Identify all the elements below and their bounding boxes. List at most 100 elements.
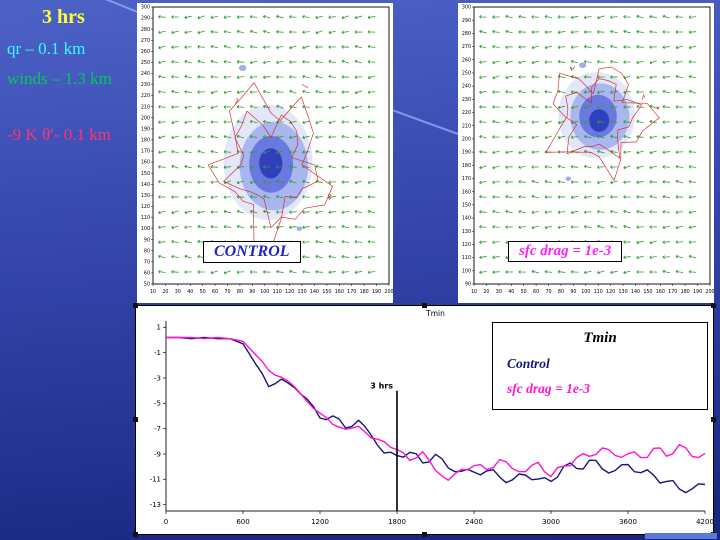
svg-text:270: 270 — [462, 44, 471, 50]
selection-handle[interactable] — [133, 417, 138, 422]
svg-text:200: 200 — [705, 289, 714, 295]
svg-text:220: 220 — [462, 110, 471, 116]
svg-text:190: 190 — [372, 289, 381, 295]
selection-handle[interactable] — [133, 532, 138, 537]
svg-text:70: 70 — [224, 289, 230, 295]
selection-handle[interactable] — [711, 303, 716, 308]
svg-text:190: 190 — [693, 289, 702, 295]
svg-text:130: 130 — [618, 289, 627, 295]
svg-text:70: 70 — [144, 259, 150, 265]
svg-text:140: 140 — [141, 182, 150, 188]
svg-text:1800: 1800 — [388, 518, 406, 526]
tmin-plot: Tmin 1 -1 -3 -5 -7 -9 -11 -13 0 600 1200 1800 2400 300… — [150, 309, 714, 526]
svg-text:Tmin: Tmin — [425, 309, 445, 318]
svg-text:130: 130 — [297, 289, 306, 295]
selection-handle[interactable] — [421, 303, 427, 308]
svg-text:230: 230 — [462, 97, 471, 103]
svg-text:40: 40 — [508, 289, 514, 295]
svg-text:3600: 3600 — [619, 518, 637, 526]
svg-text:100: 100 — [462, 268, 471, 274]
svg-text:120: 120 — [285, 289, 294, 295]
svg-text:2400: 2400 — [465, 518, 483, 526]
svg-text:-9: -9 — [154, 450, 161, 458]
selection-handle[interactable] — [711, 417, 716, 422]
svg-text:230: 230 — [141, 82, 150, 88]
svg-text:30: 30 — [496, 289, 502, 295]
svg-text:150: 150 — [643, 289, 652, 295]
tmin-chart[interactable]: Tmin 1 -1 -3 -5 -7 -9 -11 -13 0 600 1200 1800 2400 300… — [133, 303, 716, 537]
svg-text:270: 270 — [141, 38, 150, 44]
control-label: CONTROL — [203, 241, 301, 263]
sfc-drag-label: sfc drag = 1e-3 — [508, 241, 623, 262]
label-qr: qr – 0.1 km — [7, 39, 86, 58]
panel-sfc-drag[interactable]: 300 290 280 270 260 250 240 230 220 210 200 190 180 1… — [458, 3, 715, 303]
svg-text:180: 180 — [141, 138, 150, 144]
svg-text:150: 150 — [462, 202, 471, 208]
label-theta: -9 K θ′- 0.1 km — [7, 125, 111, 144]
svg-text:170: 170 — [141, 149, 150, 155]
svg-text:100: 100 — [141, 226, 150, 232]
svg-text:250: 250 — [141, 60, 150, 66]
svg-text:30: 30 — [175, 289, 181, 295]
svg-text:-3: -3 — [154, 374, 161, 382]
svg-text:210: 210 — [462, 123, 471, 129]
svg-text:250: 250 — [462, 71, 471, 77]
label-3hrs: 3 hrs — [42, 6, 85, 28]
legend-entry-sfc-drag: sfc drag = 1e-3 — [507, 381, 591, 396]
svg-text:150: 150 — [141, 171, 150, 177]
svg-text:160: 160 — [141, 160, 150, 166]
svg-text:50: 50 — [521, 289, 527, 295]
svg-text:90: 90 — [465, 282, 471, 288]
selection-handle[interactable] — [421, 532, 427, 537]
svg-text:180: 180 — [681, 289, 690, 295]
legend-title: Tmin — [583, 330, 617, 346]
svg-text:290: 290 — [141, 16, 150, 22]
selection-handle[interactable] — [133, 303, 138, 308]
svg-text:40: 40 — [187, 289, 193, 295]
panel-control[interactable]: 300 290 280 270 260 250 240 230 220 210 200 190 180 1… — [137, 3, 394, 303]
svg-text:280: 280 — [141, 27, 150, 33]
svg-text:-13: -13 — [150, 501, 161, 509]
svg-text:190: 190 — [141, 126, 150, 132]
svg-text:50: 50 — [200, 289, 206, 295]
svg-text:160: 160 — [656, 289, 665, 295]
svg-text:200: 200 — [384, 289, 393, 295]
svg-text:190: 190 — [462, 150, 471, 156]
svg-text:280: 280 — [462, 31, 471, 37]
svg-text:220: 220 — [141, 93, 150, 99]
svg-text:1: 1 — [157, 324, 161, 332]
svg-text:-5: -5 — [154, 400, 161, 408]
svg-text:260: 260 — [141, 49, 150, 55]
svg-text:70: 70 — [545, 289, 551, 295]
vector-plot-control: 3002902802702602502402302202102001901801… — [141, 5, 394, 295]
vector-plot-sfc-drag: 3002902802702602502402302202102001901801… — [462, 5, 715, 295]
chart-legend: Tmin Control sfc drag = 1e-3 — [492, 322, 708, 410]
svg-text:110: 110 — [141, 215, 150, 221]
svg-text:120: 120 — [606, 289, 615, 295]
svg-text:140: 140 — [310, 289, 319, 295]
svg-text:10: 10 — [471, 289, 477, 295]
svg-text:140: 140 — [631, 289, 640, 295]
svg-text:170: 170 — [668, 289, 677, 295]
svg-text:130: 130 — [141, 193, 150, 199]
svg-text:240: 240 — [462, 84, 471, 90]
svg-text:300: 300 — [462, 5, 471, 11]
legend-entry-control: Control — [507, 356, 550, 371]
svg-text:150: 150 — [322, 289, 331, 295]
svg-text:140: 140 — [462, 216, 471, 222]
svg-text:290: 290 — [462, 18, 471, 24]
svg-text:160: 160 — [462, 189, 471, 195]
svg-text:60: 60 — [533, 289, 539, 295]
svg-text:3000: 3000 — [542, 518, 560, 526]
svg-text:80: 80 — [144, 248, 150, 254]
svg-text:80: 80 — [558, 289, 564, 295]
svg-text:210: 210 — [141, 104, 150, 110]
svg-text:120: 120 — [462, 242, 471, 248]
svg-text:110: 110 — [594, 289, 603, 295]
svg-text:60: 60 — [212, 289, 218, 295]
svg-text:200: 200 — [462, 137, 471, 143]
svg-text:170: 170 — [347, 289, 356, 295]
svg-text:200: 200 — [141, 115, 150, 121]
footer-accent-bar — [645, 533, 717, 539]
